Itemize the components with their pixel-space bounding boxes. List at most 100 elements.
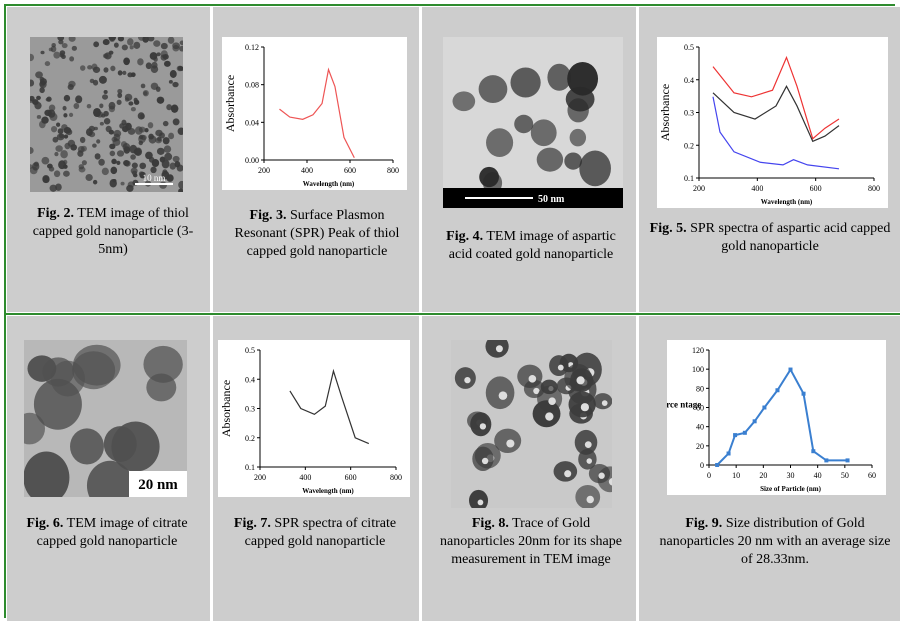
particle <box>64 143 70 149</box>
particle <box>42 176 49 183</box>
particle-highlight <box>482 458 488 464</box>
particle <box>173 118 180 125</box>
particle <box>61 55 66 60</box>
particle <box>104 118 111 124</box>
particle <box>117 93 122 98</box>
particle <box>51 43 56 47</box>
caption: Fig. 4. TEM image of aspartic acid coate… <box>439 228 624 264</box>
particle <box>140 114 145 119</box>
particle <box>149 157 155 163</box>
particle <box>90 79 95 83</box>
particle <box>567 98 588 122</box>
particle <box>514 115 533 133</box>
x-tick-label: 600 <box>345 473 357 482</box>
particle <box>133 42 140 49</box>
particle <box>39 81 45 86</box>
scale-bar-label: 10 nm <box>143 173 166 183</box>
particle <box>63 171 70 177</box>
particle <box>110 167 117 174</box>
particle <box>157 97 165 104</box>
x-tick-label: 600 <box>810 184 822 193</box>
particle <box>37 115 41 119</box>
particle <box>93 41 99 47</box>
particle <box>69 56 74 61</box>
particle <box>60 150 68 158</box>
figure-label: Fig. 4. <box>446 229 483 244</box>
particle <box>116 161 120 165</box>
figure-label: Fig. 6. <box>26 516 63 531</box>
x-tick-label: 200 <box>693 184 705 193</box>
x-tick-label: 200 <box>254 473 266 482</box>
particle <box>121 182 125 186</box>
x-tick-label: 400 <box>299 473 311 482</box>
x-tick-label: 10 <box>732 471 740 480</box>
particle <box>169 80 173 84</box>
particle <box>163 121 169 126</box>
x-tick-label: 40 <box>814 471 822 480</box>
point <box>715 463 719 467</box>
x-tick-label: 600 <box>344 166 356 175</box>
tem-image: 50 nm <box>443 37 623 208</box>
particle <box>68 84 74 90</box>
particle-highlight <box>480 423 486 429</box>
particle <box>110 151 116 157</box>
particle <box>56 122 60 126</box>
x-axis-title: Size of Particle (nm) <box>760 485 822 493</box>
particle <box>146 62 152 69</box>
plot-background <box>218 340 410 497</box>
particle <box>164 61 171 67</box>
spectrum-plot: 0204060801001200102030405060Size of Part… <box>667 340 886 495</box>
particle <box>123 58 130 66</box>
x-tick-label: 800 <box>387 166 399 175</box>
particle <box>27 355 56 381</box>
caption: Fig. 8. Trace of Gold nanoparticles 20nm… <box>436 515 626 569</box>
y-tick-label: 0 <box>700 461 704 470</box>
particle <box>143 346 182 383</box>
particle <box>123 143 131 151</box>
particle <box>163 54 169 60</box>
particle <box>575 485 600 508</box>
particle-highlight <box>602 400 608 406</box>
particle <box>54 170 60 177</box>
particle <box>99 103 103 108</box>
particle <box>130 45 134 49</box>
caption-text: Trace of Gold nanoparticles 20nm for its… <box>440 516 622 567</box>
particle-highlight <box>545 412 553 420</box>
particle <box>34 162 39 167</box>
y-tick-label: 0.1 <box>245 463 255 472</box>
x-tick-label: 60 <box>868 471 876 480</box>
particle <box>98 159 105 166</box>
point <box>743 431 747 435</box>
point <box>727 452 731 456</box>
particle <box>104 90 108 94</box>
tem-image: 20 nm <box>24 340 187 497</box>
particle <box>141 84 146 89</box>
particle-highlight <box>496 345 503 352</box>
particle <box>87 104 92 108</box>
particle <box>49 48 53 52</box>
particle <box>479 75 508 103</box>
caption-text: SPR spectra of aspartic acid capped gold… <box>690 221 890 254</box>
particle <box>579 151 611 187</box>
particle <box>567 62 598 96</box>
particle <box>82 160 87 165</box>
particle <box>166 104 172 110</box>
particle <box>72 351 115 389</box>
particle <box>109 144 115 150</box>
y-tick-label: 120 <box>692 346 704 355</box>
point <box>753 419 757 423</box>
particle <box>164 145 171 153</box>
particle <box>127 72 132 77</box>
particle-highlight <box>581 403 589 411</box>
particle <box>168 133 174 140</box>
particle <box>537 148 563 172</box>
caption: Fig. 6. TEM image of citrate capped gold… <box>20 515 195 551</box>
particle <box>453 91 476 111</box>
figure-label: Fig. 2. <box>37 206 74 221</box>
particle-highlight <box>499 391 508 400</box>
particle <box>131 168 138 174</box>
particle <box>70 428 104 464</box>
particle <box>137 58 143 65</box>
x-tick-label: 400 <box>751 184 763 193</box>
